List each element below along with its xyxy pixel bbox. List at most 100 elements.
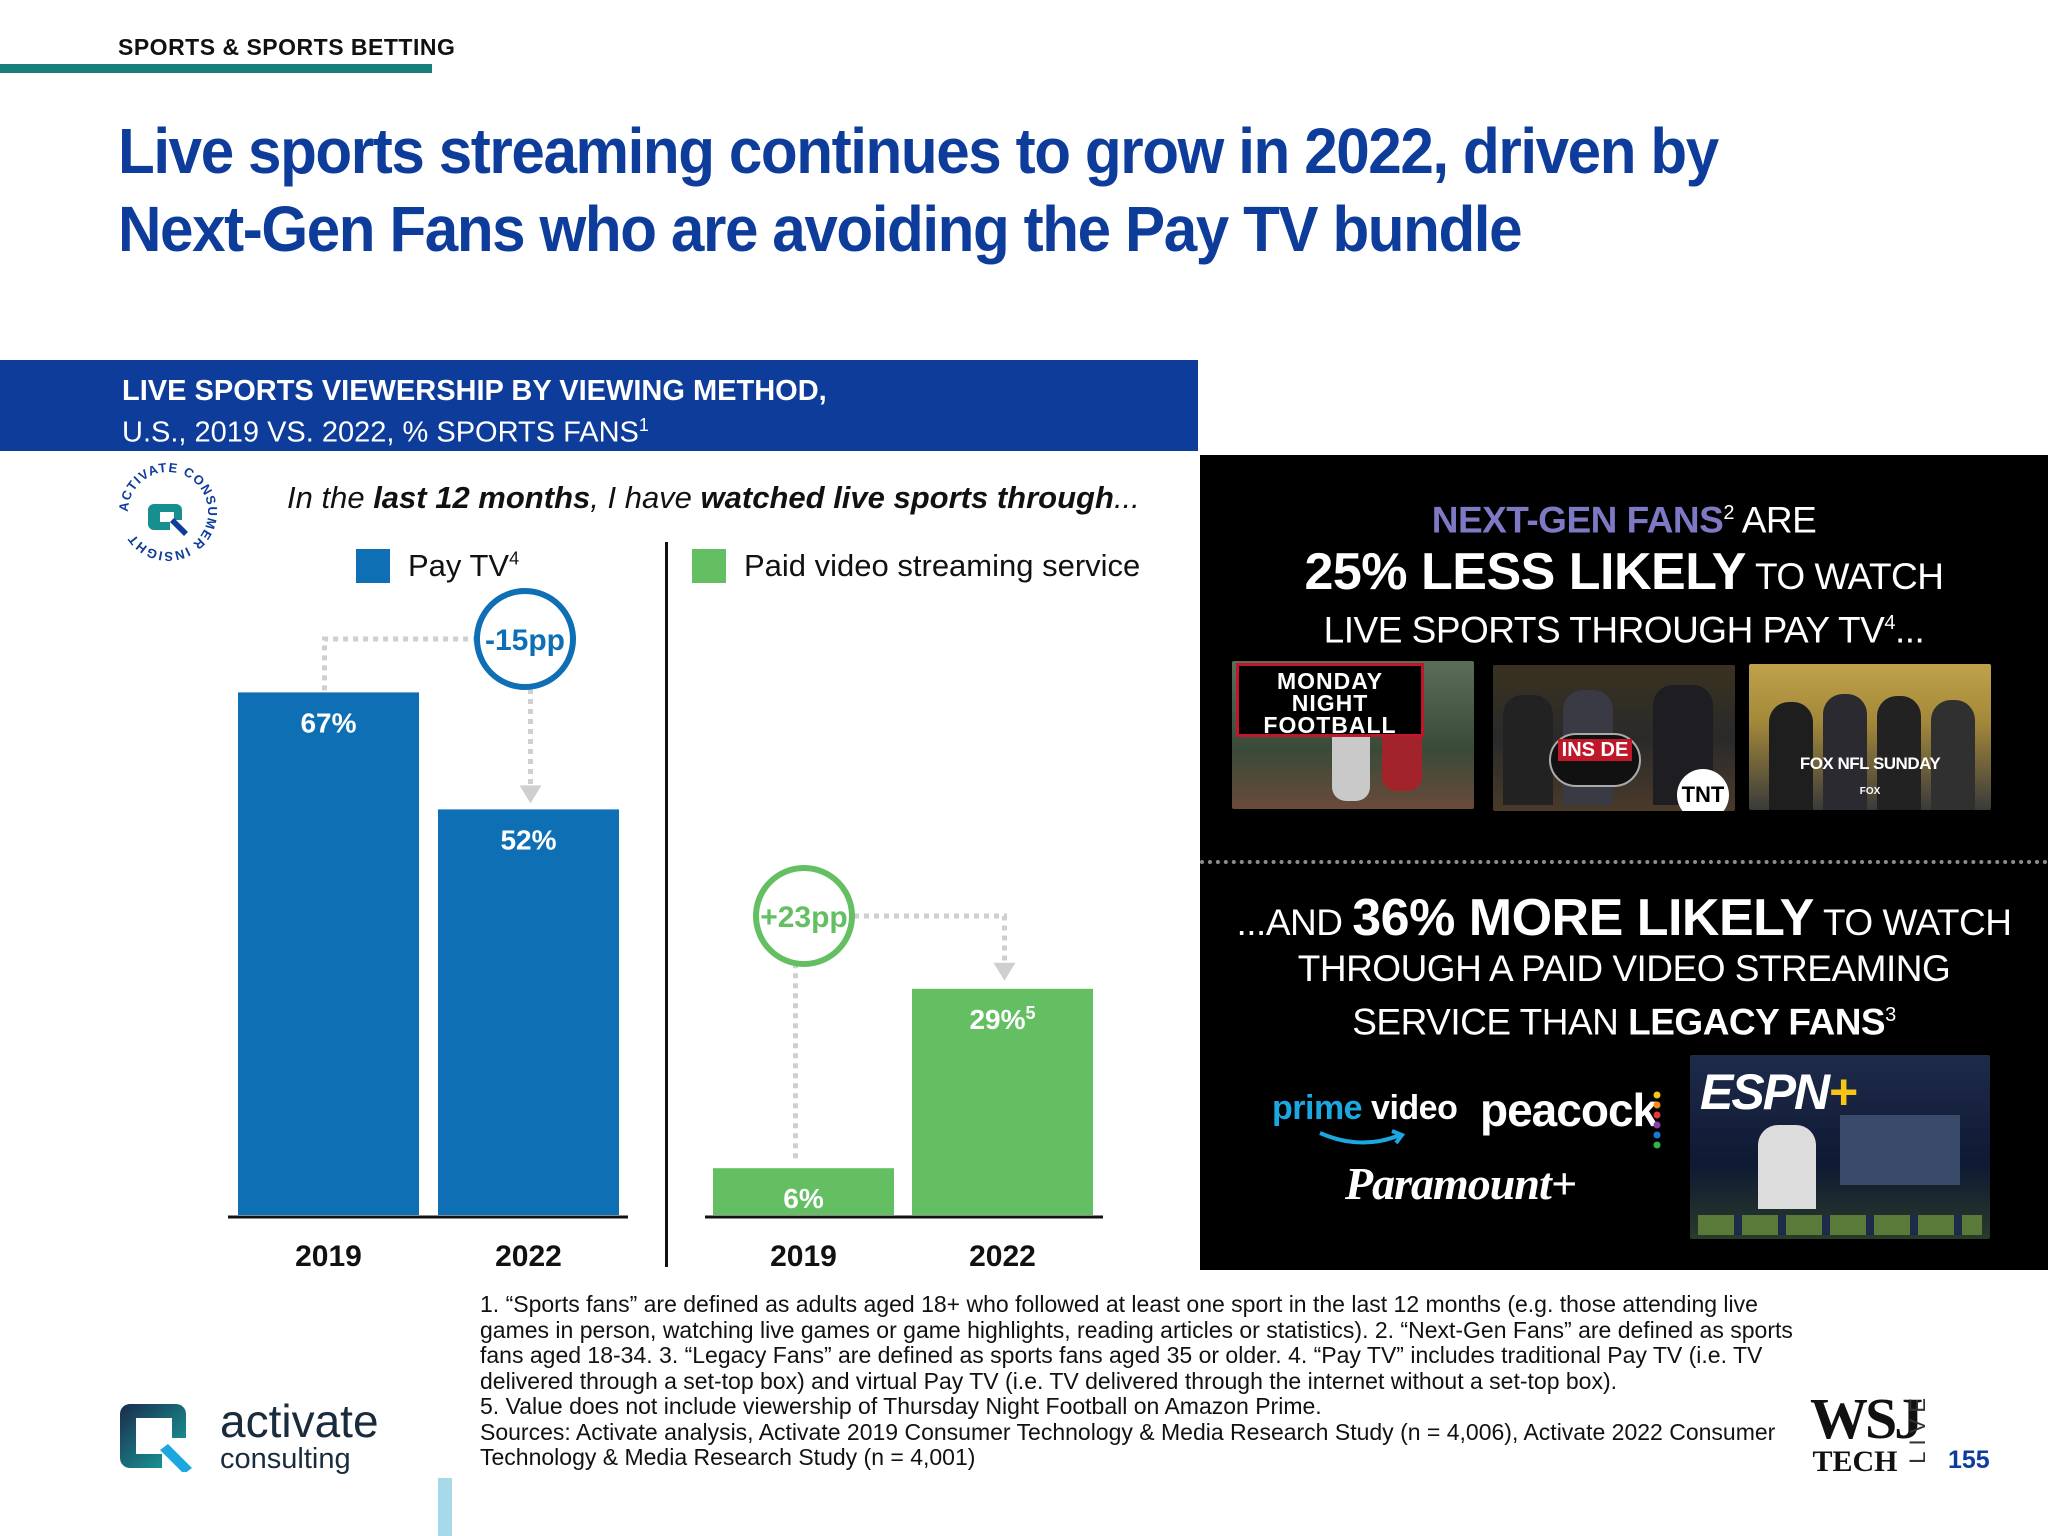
x-tick-0-2019: 2019 (295, 1240, 362, 1273)
tnt-logo: TNT (1677, 769, 1729, 811)
host-shape-1 (1503, 695, 1553, 805)
insight-less-likely: 25% LESS LIKELY (1304, 543, 1746, 602)
insight-sup2: 2 (1723, 502, 1734, 524)
legend-pay-tv-text: Pay TV (408, 548, 510, 583)
insight-are: ARE (1733, 499, 1817, 541)
insight-top: NEXT-GEN FANS2 ARE 25% LESS LIKELY TO WA… (1200, 490, 2048, 654)
espn-plus-thumbnail: ESPN+ (1690, 1055, 1990, 1239)
espn-plus-logo: ESPN+ (1700, 1064, 1857, 1120)
panel-divider (665, 542, 668, 1267)
analyst-shape-4 (1931, 700, 1975, 810)
paramount-plus-logo: Paramount+ (1345, 1158, 1577, 1209)
analyst-shape-3 (1877, 696, 1921, 810)
prime-smile-icon (1319, 1129, 1406, 1145)
legend-streaming-label: Paid video streaming service (744, 548, 1141, 583)
footnotes: 1. “Sports fans” are defined as adults a… (480, 1291, 1800, 1471)
chart-header-line1: LIVE SPORTS VIEWERSHIP BY VIEWING METHOD… (122, 375, 827, 407)
legend-streaming: Paid video streaming service (692, 548, 1140, 584)
insight-next-gen: NEXT-GEN FANS (1431, 499, 1724, 541)
fox-small-logo: FOX (1859, 786, 1881, 797)
analyst-shape-1 (1769, 702, 1813, 810)
insight-line2: 25% LESS LIKELY TO WATCH (1200, 546, 2048, 600)
bar-pay-tv-2022 (438, 809, 619, 1215)
prompt-p1: In the (287, 480, 374, 515)
insight-b-to-watch: TO WATCH (1813, 902, 2012, 943)
video-word: video (1371, 1089, 1458, 1127)
prime-word: prime (1272, 1089, 1363, 1127)
stream-change-label: +23pp (760, 901, 848, 934)
prompt-b1: last 12 months (373, 480, 591, 515)
page-number: 155 (1948, 1446, 1990, 1474)
insight-more-likely: 36% MORE LIKELY (1352, 889, 1814, 947)
insight-b-line1: ...AND 36% MORE LIKELY TO WATCH (1200, 892, 2048, 946)
espn-plus-sign: + (1828, 1064, 1857, 1120)
section-rule (0, 64, 432, 73)
data-label-1-0: 6% (783, 1183, 824, 1214)
stream-change-circle (753, 865, 855, 967)
bottom-accent-bar (438, 1478, 452, 1536)
wsj-word: WSJ (1810, 1386, 1923, 1451)
live-word: LIVE (1905, 1392, 1930, 1464)
x-tick-0-2022: 2022 (495, 1240, 562, 1273)
pay-tv-change-circle (474, 588, 576, 690)
data-label-0-0: 67% (300, 707, 356, 738)
right-insight-panel: NEXT-GEN FANS2 ARE 25% LESS LIKELY TO WA… (1200, 455, 2048, 1270)
insight-b-line2: THROUGH A PAID VIDEO STREAMING (1297, 948, 1951, 989)
inside-the-nba-thumbnail: INS DE TNT (1493, 665, 1735, 811)
insight-and: ...AND (1236, 902, 1353, 943)
chart-header-line2: U.S., 2019 VS. 2022, % SPORTS FANS1 (122, 408, 1198, 450)
chart-header-line2-text: U.S., 2019 VS. 2022, % SPORTS FANS (122, 416, 639, 449)
consulting-word: consulting (220, 1443, 351, 1475)
insight-ellipsis: ... (1894, 609, 1925, 651)
activate-wordmark: activate consulting (220, 1398, 379, 1474)
peacock-logo: peacock (1480, 1083, 1661, 1149)
pay-tv-arrowhead (519, 785, 542, 804)
tile-strip (1698, 1215, 1982, 1235)
prompt-b2: watched live sports through (700, 480, 1114, 515)
fox-nfl-sunday-logo: FOX NFL SUNDAY (1799, 754, 1941, 773)
chart-header: LIVE SPORTS VIEWERSHIP BY VIEWING METHOD… (0, 360, 1198, 451)
stream-arrowhead (993, 962, 1016, 981)
prompt-p2: , I have (590, 480, 701, 515)
prime-video-logo: prime video (1272, 1089, 1458, 1145)
stream-connector-right (854, 913, 1007, 967)
chart-prompt: In the last 12 months, I have watched li… (287, 480, 1140, 516)
legend-pay-tv: Pay TV4 (356, 548, 519, 584)
chart-header-sup: 1 (638, 415, 649, 435)
data-label-0-1: 52% (500, 824, 556, 855)
page-title: Live sports streaming continues to grow … (118, 115, 1719, 265)
legend-streaming-swatch (692, 549, 726, 583)
monday-night-football-thumbnail: MONDAY NIGHT FOOTBALL (1232, 661, 1474, 809)
activate-consulting-logo: activate consulting (118, 1398, 379, 1474)
insight-line1: NEXT-GEN FANS2 ARE (1200, 490, 2048, 543)
insight-line3: LIVE SPORTS THROUGH PAY TV4... (1200, 600, 2048, 653)
mnf-logo-line3: FOOTBALL (1263, 712, 1397, 738)
data-label-sup-1-1: 5 (1026, 1003, 1036, 1023)
insight-b-line3: SERVICE THAN LEGACY FANS3 (1200, 992, 2048, 1045)
data-label-1-1: 29%5 (969, 1003, 1035, 1035)
mnf-logo-line1: MONDAY (1276, 668, 1384, 694)
legend-pay-tv-label: Pay TV4 (408, 548, 519, 584)
pay-tv-connector-left (322, 636, 475, 691)
pay-tv-change-label: -15pp (485, 624, 565, 657)
panel-dotted-separator (1200, 860, 2048, 864)
activate-word: activate (220, 1395, 379, 1447)
activate-logo-icon (120, 1404, 192, 1472)
bar-pay-tv-2019 (238, 692, 419, 1215)
analyst-shape-2 (1823, 694, 1867, 810)
insight-line3-text: LIVE SPORTS THROUGH PAY TV (1323, 609, 1885, 651)
insight-bottom: ...AND 36% MORE LIKELY TO WATCH THROUGH … (1200, 892, 2048, 1045)
wsj-tech-live-logo: WSJ TECH (1810, 1386, 1923, 1477)
x-tick-1-2019: 2019 (770, 1240, 837, 1273)
bar-paid-video-streaming-service-2022 (912, 988, 1093, 1215)
insight-sup4: 4 (1884, 612, 1895, 635)
inside-logo-text: INS DE (1557, 739, 1633, 761)
x-tick-1-2022: 2022 (969, 1240, 1036, 1273)
insight-to-watch: TO WATCH (1745, 556, 1944, 598)
insight-sup3: 3 (1885, 1004, 1896, 1026)
insight-service-than: SERVICE THAN (1352, 1001, 1629, 1043)
prompt-p3: ... (1113, 480, 1140, 515)
consumer-insight-stamp-icon: ACTIVATE CONSUMER INSIGHT (116, 460, 219, 564)
legend-pay-tv-sup: 4 (509, 548, 520, 569)
footnote-1-4: 1. “Sports fans” are defined as adults a… (480, 1291, 1793, 1394)
